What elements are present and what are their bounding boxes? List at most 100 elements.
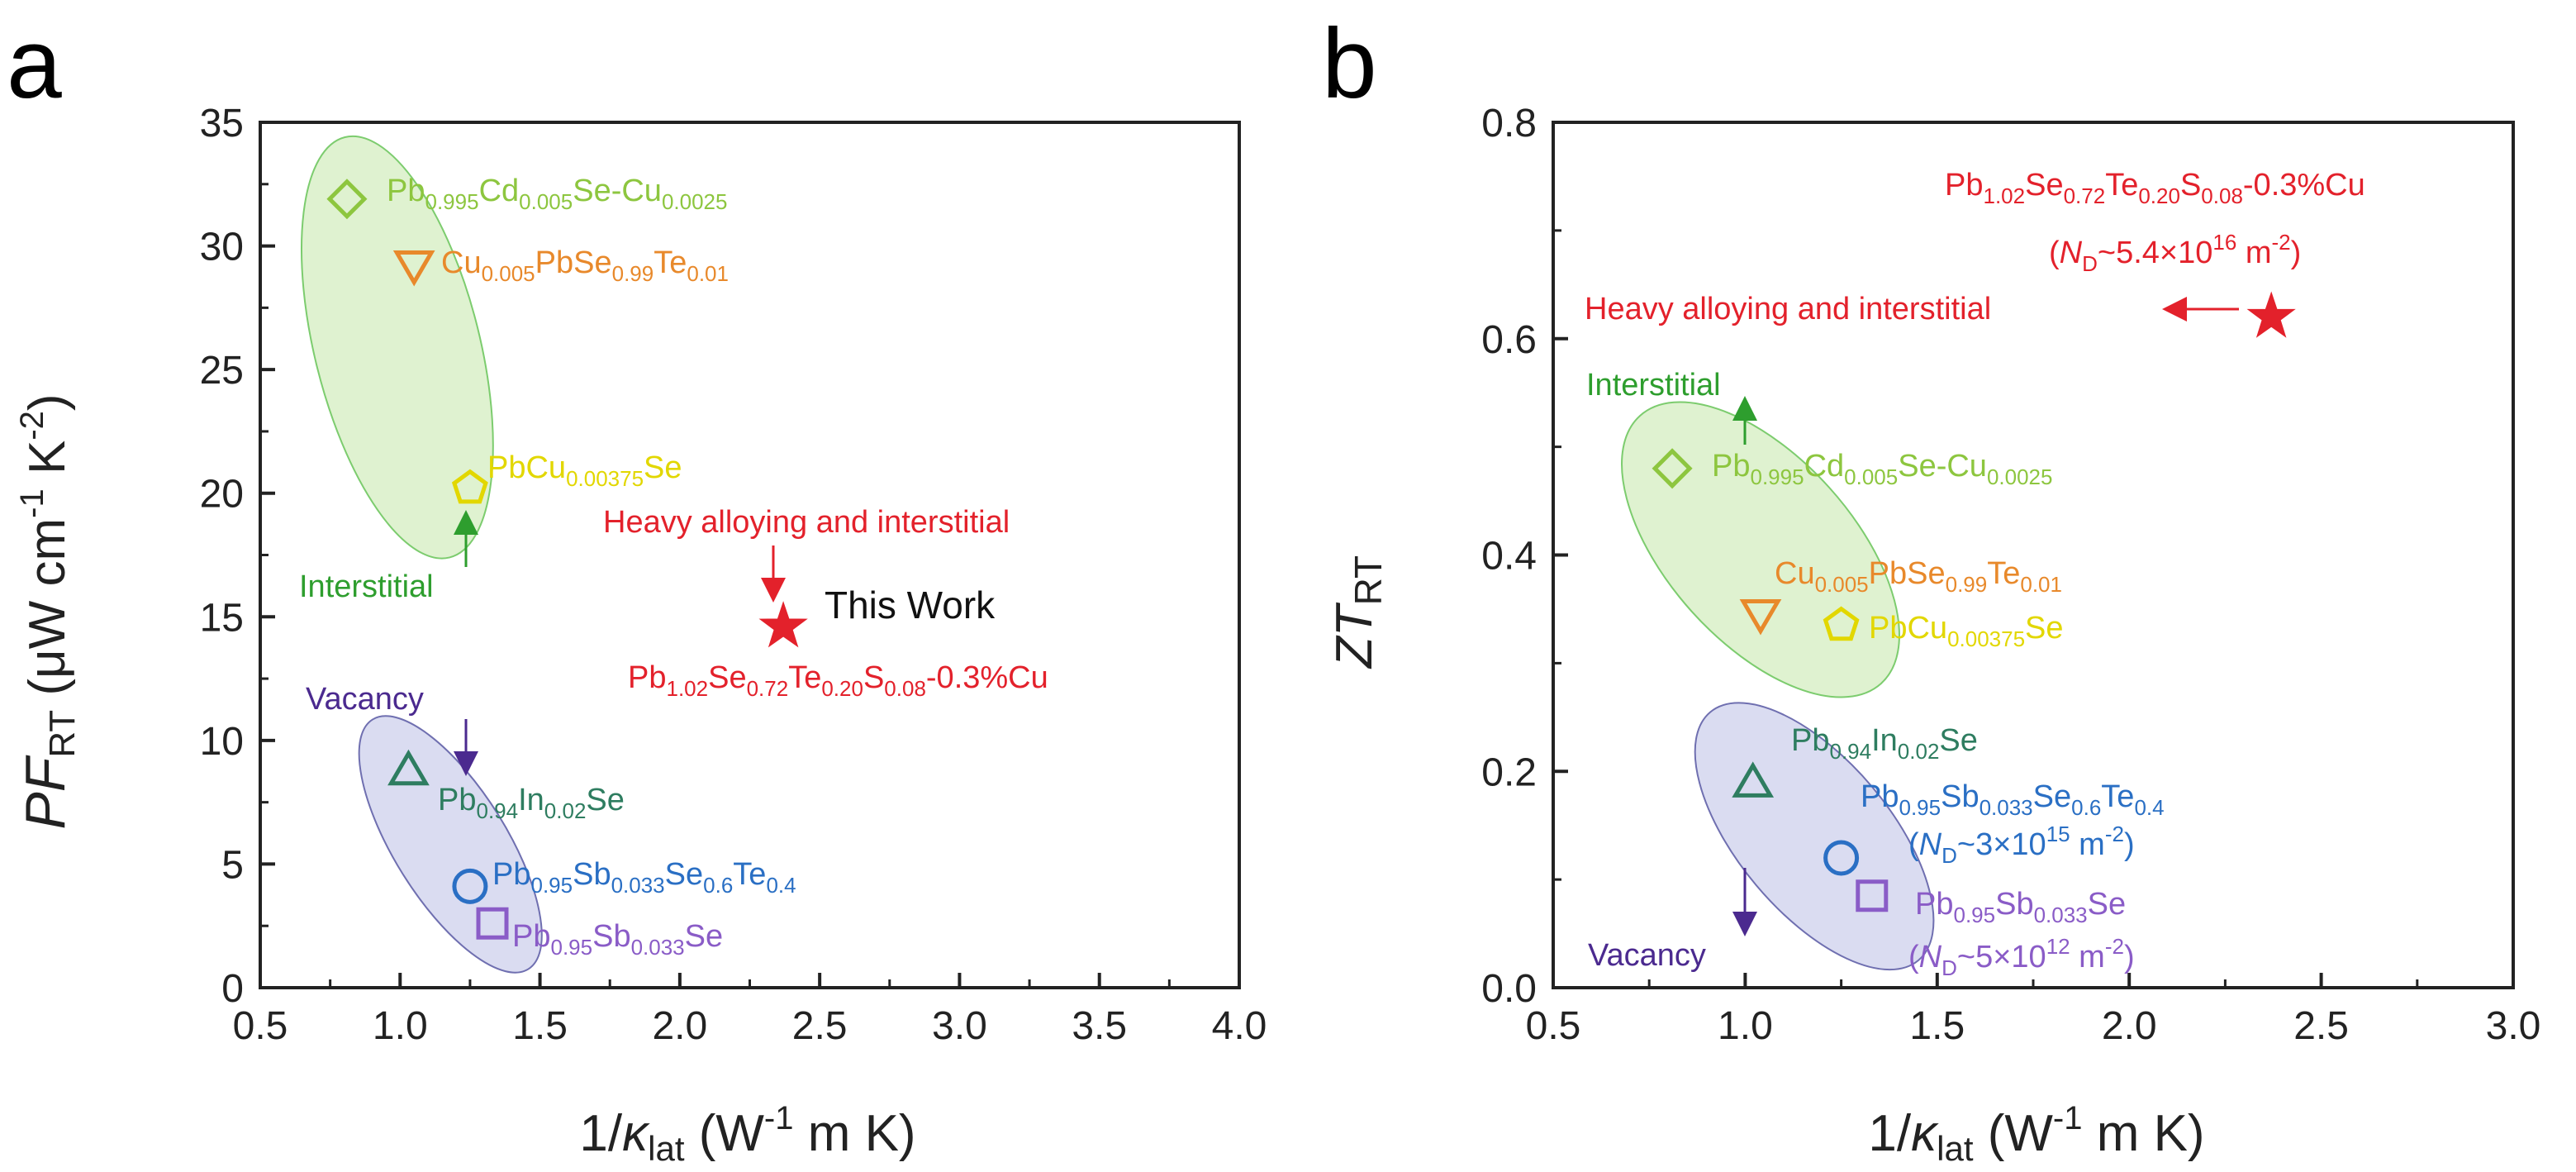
lbl-part: Sb <box>1995 887 2033 922</box>
lbl-part: Pb <box>492 857 530 892</box>
x-axis-close: m K) <box>793 1105 915 1162</box>
y-axis-zt: ZT <box>1326 602 1383 669</box>
lbl-sub: 1.02 <box>1983 183 2025 208</box>
x-tick-label: 1.0 <box>1718 1004 1773 1048</box>
lbl-part: Te <box>2105 168 2138 202</box>
lbl-sub: 0.6 <box>2071 795 2101 820</box>
y-tick-label: 0 <box>221 967 244 1011</box>
lbl-sub: 0.4 <box>2134 795 2164 820</box>
panel-letter-a: a <box>7 8 62 119</box>
ellipse-b-interstitial <box>1621 401 1900 698</box>
panel-b: b 0.5 1.0 1.5 2.0 2.5 3.0 0.0 0.2 0.4 0.6 0.8 ZTR… <box>1322 8 2540 1168</box>
lbl-part: PbCu <box>487 450 566 485</box>
point-star <box>758 601 808 648</box>
lbl-part: Pb <box>438 783 476 817</box>
y-tick-label: 0.8 <box>1481 102 1537 145</box>
lbl-part: Cu <box>441 245 482 280</box>
lbl-part: Sb <box>573 857 611 892</box>
lbl-sub: 0.99 <box>612 261 654 286</box>
lbl-sup: -2 <box>2272 230 2291 255</box>
lbl-part: Te <box>654 245 687 280</box>
lbl-sub: 0.95 <box>1953 903 1995 927</box>
lbl-part: ( <box>1908 827 1919 862</box>
lbl-sub: 0.72 <box>747 676 789 701</box>
point-circle <box>452 868 488 904</box>
x-tick-label: 3.0 <box>2486 1004 2541 1048</box>
lbl-part: Pb <box>1712 449 1750 484</box>
x-axis-title-a: 1/κlat (W-1 m K) <box>579 1100 915 1168</box>
label-a-circle: Pb0.95Sb0.033Se0.6Te0.4 <box>492 857 796 898</box>
y-tick-label: 10 <box>200 720 244 764</box>
lbl-sub: 0.00375 <box>566 466 644 491</box>
x-axis-kappa: κ <box>1911 1105 1939 1162</box>
lbl-part: Pb <box>387 174 425 208</box>
y-tick-label: 30 <box>200 226 244 269</box>
lbl-sub: D <box>1942 955 1957 980</box>
lbl-sub: 0.005 <box>1815 572 1869 597</box>
label-b-diamond: Pb0.995Cd0.005Se-Cu0.0025 <box>1712 449 2052 489</box>
lbl-part: Se <box>644 450 682 485</box>
lbl-sub: 0.95 <box>550 935 592 960</box>
lbl-sub: 0.95 <box>530 873 573 898</box>
lbl-sub: 0.033 <box>2034 903 2088 927</box>
lbl-part: PbSe <box>535 245 612 280</box>
lbl-part: m <box>2070 940 2105 974</box>
label-a-triangle-up: Pb0.94In0.02Se <box>438 783 625 823</box>
x-tick-label: 0.5 <box>1526 1004 1581 1048</box>
point-star <box>2246 291 2296 338</box>
x-axis-pre: 1/ <box>579 1105 622 1162</box>
label-a-diamond: Pb0.995Cd0.005Se-Cu0.0025 <box>387 174 727 214</box>
point-square <box>1856 879 1889 912</box>
x-tick-label: 1.5 <box>512 1004 568 1048</box>
lbl-sub: 0.033 <box>611 873 665 898</box>
lbl-part: -0.3%Cu <box>926 660 1048 695</box>
x-axis-sup: -1 <box>764 1100 794 1136</box>
lbl-sub: 0.00375 <box>1947 626 2025 651</box>
lbl-part: Pb <box>1945 168 1983 202</box>
lbl-part: ) <box>2291 236 2302 270</box>
lbl-sub: 0.08 <box>2201 183 2243 208</box>
y-axis-zt-sub: RT <box>1347 555 1390 606</box>
point-pentagon <box>1823 606 1860 641</box>
label-b-triangle-up: Pb0.94In0.02Se <box>1791 723 1978 764</box>
lbl-part: Te <box>733 857 766 892</box>
lbl-sub: 0.0025 <box>662 189 728 214</box>
x-tick-label: 2.0 <box>2102 1004 2157 1048</box>
lbl-part: Pb <box>628 660 666 695</box>
lbl-sub: 0.995 <box>1750 465 1804 489</box>
lbl-part: In <box>1871 723 1898 758</box>
lbl-sub: D <box>1942 843 1957 868</box>
lbl-part: Pb <box>1791 723 1829 758</box>
x-tick-label: 0.5 <box>233 1004 288 1048</box>
point-square <box>476 907 509 940</box>
lbl-part: N <box>1919 827 1942 862</box>
lbl-part: ( <box>1908 940 1919 974</box>
annotation-a-interstitial: Interstitial <box>299 569 434 604</box>
lbl-part: ~3×10 <box>1957 827 2046 862</box>
lbl-sub: 1.02 <box>666 676 708 701</box>
label-b-pentagon: PbCu0.00375Se <box>1869 611 2064 651</box>
annotation-a-heavy: Heavy alloying and interstitial <box>603 505 1010 540</box>
lbl-part: Te <box>1987 556 2020 591</box>
lbl-part: Se <box>708 660 746 695</box>
lbl-part: Se <box>586 783 624 817</box>
label-b-circle: Pb0.95Sb0.033Se0.6Te0.4 <box>1861 779 2165 820</box>
label-a-pentagon: PbCu0.00375Se <box>487 450 682 491</box>
annotation-a-this-work: This Work <box>825 584 996 626</box>
y-axis-sup1: -1 <box>14 488 50 518</box>
point-pentagon <box>451 469 488 504</box>
lbl-sup: -2 <box>2105 934 2124 959</box>
y-axis-sup2: -2 <box>14 411 50 441</box>
x-tick-label: 2.5 <box>2293 1004 2349 1048</box>
lbl-sup: 16 <box>2212 230 2236 255</box>
point-triangle-down <box>1739 598 1782 636</box>
annotation-b-heavy: Heavy alloying and interstitial <box>1585 292 1991 326</box>
lbl-part: -0.3%Cu <box>2243 168 2365 202</box>
x-axis-sup: -1 <box>2053 1100 2083 1136</box>
lbl-sub: 0.033 <box>631 935 685 960</box>
lbl-sub: 0.20 <box>821 676 863 701</box>
label-b-nd-star: (ND~5.4×1016 m-2) <box>2049 230 2301 276</box>
label-a-square: Pb0.95Sb0.033Se <box>512 919 723 960</box>
y-tick-label: 5 <box>221 843 244 887</box>
x-axis-pre: 1/ <box>1868 1105 1911 1162</box>
